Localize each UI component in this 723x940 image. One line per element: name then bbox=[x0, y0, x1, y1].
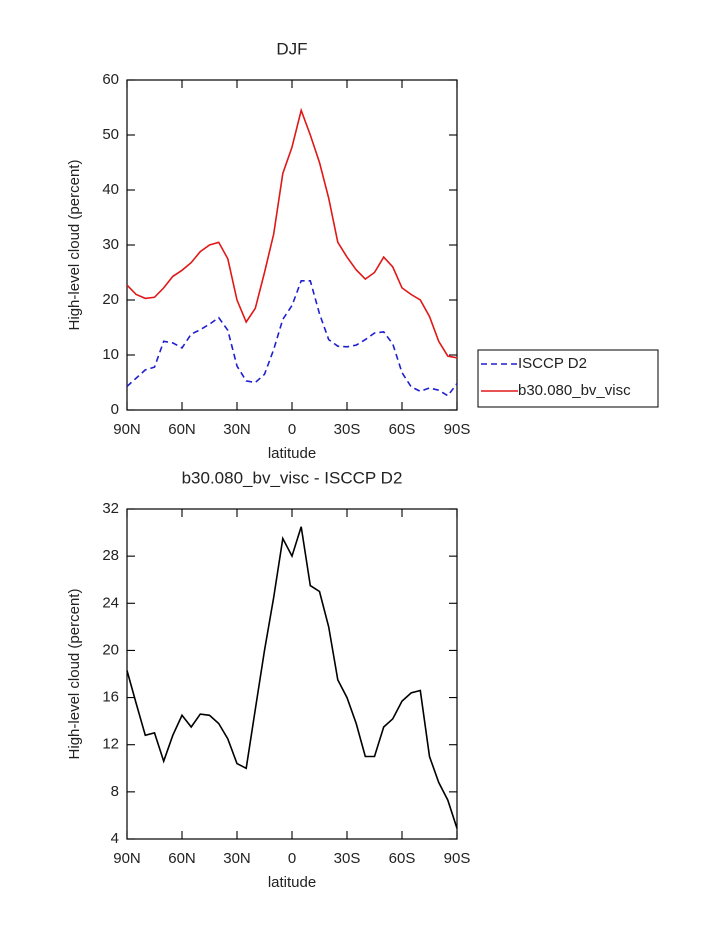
y-tick-label: 12 bbox=[102, 736, 119, 753]
x-axis-label: latitude bbox=[268, 874, 316, 891]
y-axis-label: High-level cloud (percent) bbox=[66, 160, 83, 331]
y-tick-label: 16 bbox=[102, 689, 119, 706]
data-line bbox=[126, 526, 458, 829]
chart-title: b30.080_bv_visc - ISCCP D2 bbox=[182, 468, 403, 487]
y-tick-label: 10 bbox=[102, 346, 119, 363]
x-tick-label: 90S bbox=[444, 850, 471, 867]
y-tick-label: 40 bbox=[102, 181, 119, 198]
y-tick-label: 30 bbox=[102, 236, 119, 253]
x-tick-label: 30N bbox=[223, 850, 251, 867]
x-tick-label: 30S bbox=[334, 421, 361, 438]
legend-label: ISCCP D2 bbox=[518, 355, 587, 372]
x-tick-label: 90S bbox=[444, 421, 471, 438]
y-tick-label: 0 bbox=[111, 401, 119, 418]
x-tick-label: 90N bbox=[113, 421, 141, 438]
x-tick-label: 30N bbox=[223, 421, 251, 438]
x-tick-label: 60S bbox=[389, 421, 416, 438]
x-tick-label: 60N bbox=[168, 850, 196, 867]
y-tick-label: 50 bbox=[102, 126, 119, 143]
legend-label: b30.080_bv_visc bbox=[518, 382, 631, 399]
plot-frame bbox=[126, 508, 458, 840]
y-tick-label: 4 bbox=[111, 830, 119, 847]
y-tick-label: 20 bbox=[102, 641, 119, 658]
y-axis-label: High-level cloud (percent) bbox=[66, 589, 83, 760]
x-axis-label: latitude bbox=[268, 445, 316, 462]
y-tick-label: 60 bbox=[102, 71, 119, 88]
data-line bbox=[126, 280, 458, 397]
y-tick-label: 20 bbox=[102, 291, 119, 308]
x-tick-label: 60S bbox=[389, 850, 416, 867]
y-tick-label: 24 bbox=[102, 594, 119, 611]
plot-frame bbox=[126, 79, 458, 411]
y-tick-label: 8 bbox=[111, 783, 119, 800]
x-tick-label: 60N bbox=[168, 421, 196, 438]
chart-title: DJF bbox=[276, 39, 307, 58]
x-tick-label: 0 bbox=[288, 850, 296, 867]
data-line bbox=[126, 107, 458, 359]
y-tick-label: 28 bbox=[102, 547, 119, 564]
x-tick-label: 30S bbox=[334, 850, 361, 867]
legend-box bbox=[477, 349, 659, 408]
x-tick-label: 0 bbox=[288, 421, 296, 438]
y-tick-label: 32 bbox=[102, 500, 119, 517]
x-tick-label: 90N bbox=[113, 850, 141, 867]
